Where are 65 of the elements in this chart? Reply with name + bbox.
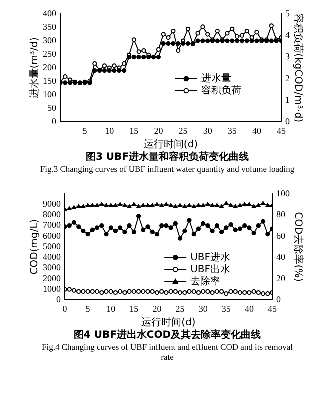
text: 图4 UBF进出水COD及其去除率变化曲线 bbox=[72, 330, 262, 342]
y-tick-label: 100 bbox=[43, 90, 57, 100]
x-tick-label: 20 bbox=[152, 304, 162, 314]
y-tick-label: 4000 bbox=[43, 252, 62, 262]
y2-tick-label: 5 bbox=[286, 8, 290, 18]
x-tick-label: 40 bbox=[244, 304, 254, 314]
y-tick-label: 8000 bbox=[43, 210, 62, 220]
y2-tick-label: 60 bbox=[276, 230, 286, 241]
x-tick-label: 30 bbox=[203, 126, 213, 136]
y2-axis-title: 容积负荷(kgCOD/m³·d) bbox=[292, 14, 304, 123]
x-tick-label: 35 bbox=[228, 126, 238, 136]
y-tick-label: 5000 bbox=[43, 241, 62, 252]
x-tick-label: 45 bbox=[277, 126, 286, 136]
y2-tick-label: 80 bbox=[276, 210, 286, 220]
legend-label: 容积负荷 bbox=[201, 84, 242, 97]
x-tick-label: 40 bbox=[252, 126, 262, 136]
x-tick-label: 30 bbox=[198, 304, 208, 314]
y2-tick-label: 40 bbox=[276, 252, 286, 262]
x-tick-label: 25 bbox=[178, 126, 188, 136]
y-tick-label: 200 bbox=[43, 62, 57, 72]
x-tick-label: 25 bbox=[176, 304, 186, 314]
y-tick-label: 350 bbox=[43, 22, 57, 32]
x-tick-label: 5 bbox=[82, 126, 88, 136]
x-tick-label: 5 bbox=[86, 304, 91, 314]
legend-label: 进水量 bbox=[201, 72, 232, 85]
y-tick-label: 400 bbox=[43, 8, 57, 18]
y-axis-title: 进水量(m³/d) bbox=[28, 37, 41, 99]
x-tick-label: 20 bbox=[154, 126, 164, 136]
y2-tick-label: 0 bbox=[276, 294, 282, 305]
y2-tick-label: 100 bbox=[276, 188, 290, 198]
y-tick-label: 50 bbox=[48, 103, 57, 114]
text: 图3 UBF进水量和容积负荷变化曲线 bbox=[84, 152, 250, 164]
legend-label: UBF进水 bbox=[190, 251, 231, 264]
y2-tick-label: 2 bbox=[286, 73, 290, 84]
y-tick-label: 0 bbox=[52, 116, 57, 127]
x-tick-label: 35 bbox=[222, 304, 232, 314]
x-tick-label: 0 bbox=[62, 304, 68, 314]
y-tick-label: 300 bbox=[43, 35, 57, 46]
y-tick-label: 0 bbox=[56, 294, 62, 305]
x-tick-label: 15 bbox=[130, 126, 140, 136]
y-tick-label: 7000 bbox=[43, 220, 62, 230]
y2-tick-label: 1 bbox=[286, 94, 290, 105]
y-axis-title: COD(mg/L) bbox=[30, 219, 41, 275]
x-tick-label: 10 bbox=[105, 126, 115, 136]
y2-tick-label: 3 bbox=[286, 52, 290, 62]
y2-tick-label: 4 bbox=[286, 30, 290, 40]
y-tick-label: 250 bbox=[43, 48, 57, 59]
y-tick-label: 9000 bbox=[43, 198, 62, 209]
x-tick-label: 10 bbox=[106, 304, 116, 314]
legend-label: UBF出水 bbox=[190, 263, 231, 276]
y2-tick-label: 0 bbox=[286, 116, 290, 127]
x-tick-label: 15 bbox=[130, 304, 140, 314]
x-axis-title: 运行时间(d) bbox=[142, 316, 196, 329]
y-tick-label: 6000 bbox=[43, 230, 62, 241]
y2-tick-label: 20 bbox=[276, 273, 286, 284]
y2-axis-title: COD去除率(%) bbox=[292, 212, 304, 282]
y-tick-label: 3000 bbox=[43, 262, 62, 273]
legend-label: 去除率 bbox=[190, 275, 221, 288]
text: Fig.4 Changing curves of UBF influent and effluent COD and its removal rate bbox=[40, 342, 294, 362]
y-tick-label: 1000 bbox=[43, 284, 62, 294]
text: Fig.3 Changing curves of UBF influent water quantity and volume loading bbox=[39, 164, 296, 174]
x-tick-label: 45 bbox=[268, 304, 278, 314]
x-axis-title: 运行时间(d) bbox=[144, 138, 198, 151]
y-tick-label: 2000 bbox=[43, 273, 62, 284]
y-tick-label: 150 bbox=[43, 76, 57, 86]
